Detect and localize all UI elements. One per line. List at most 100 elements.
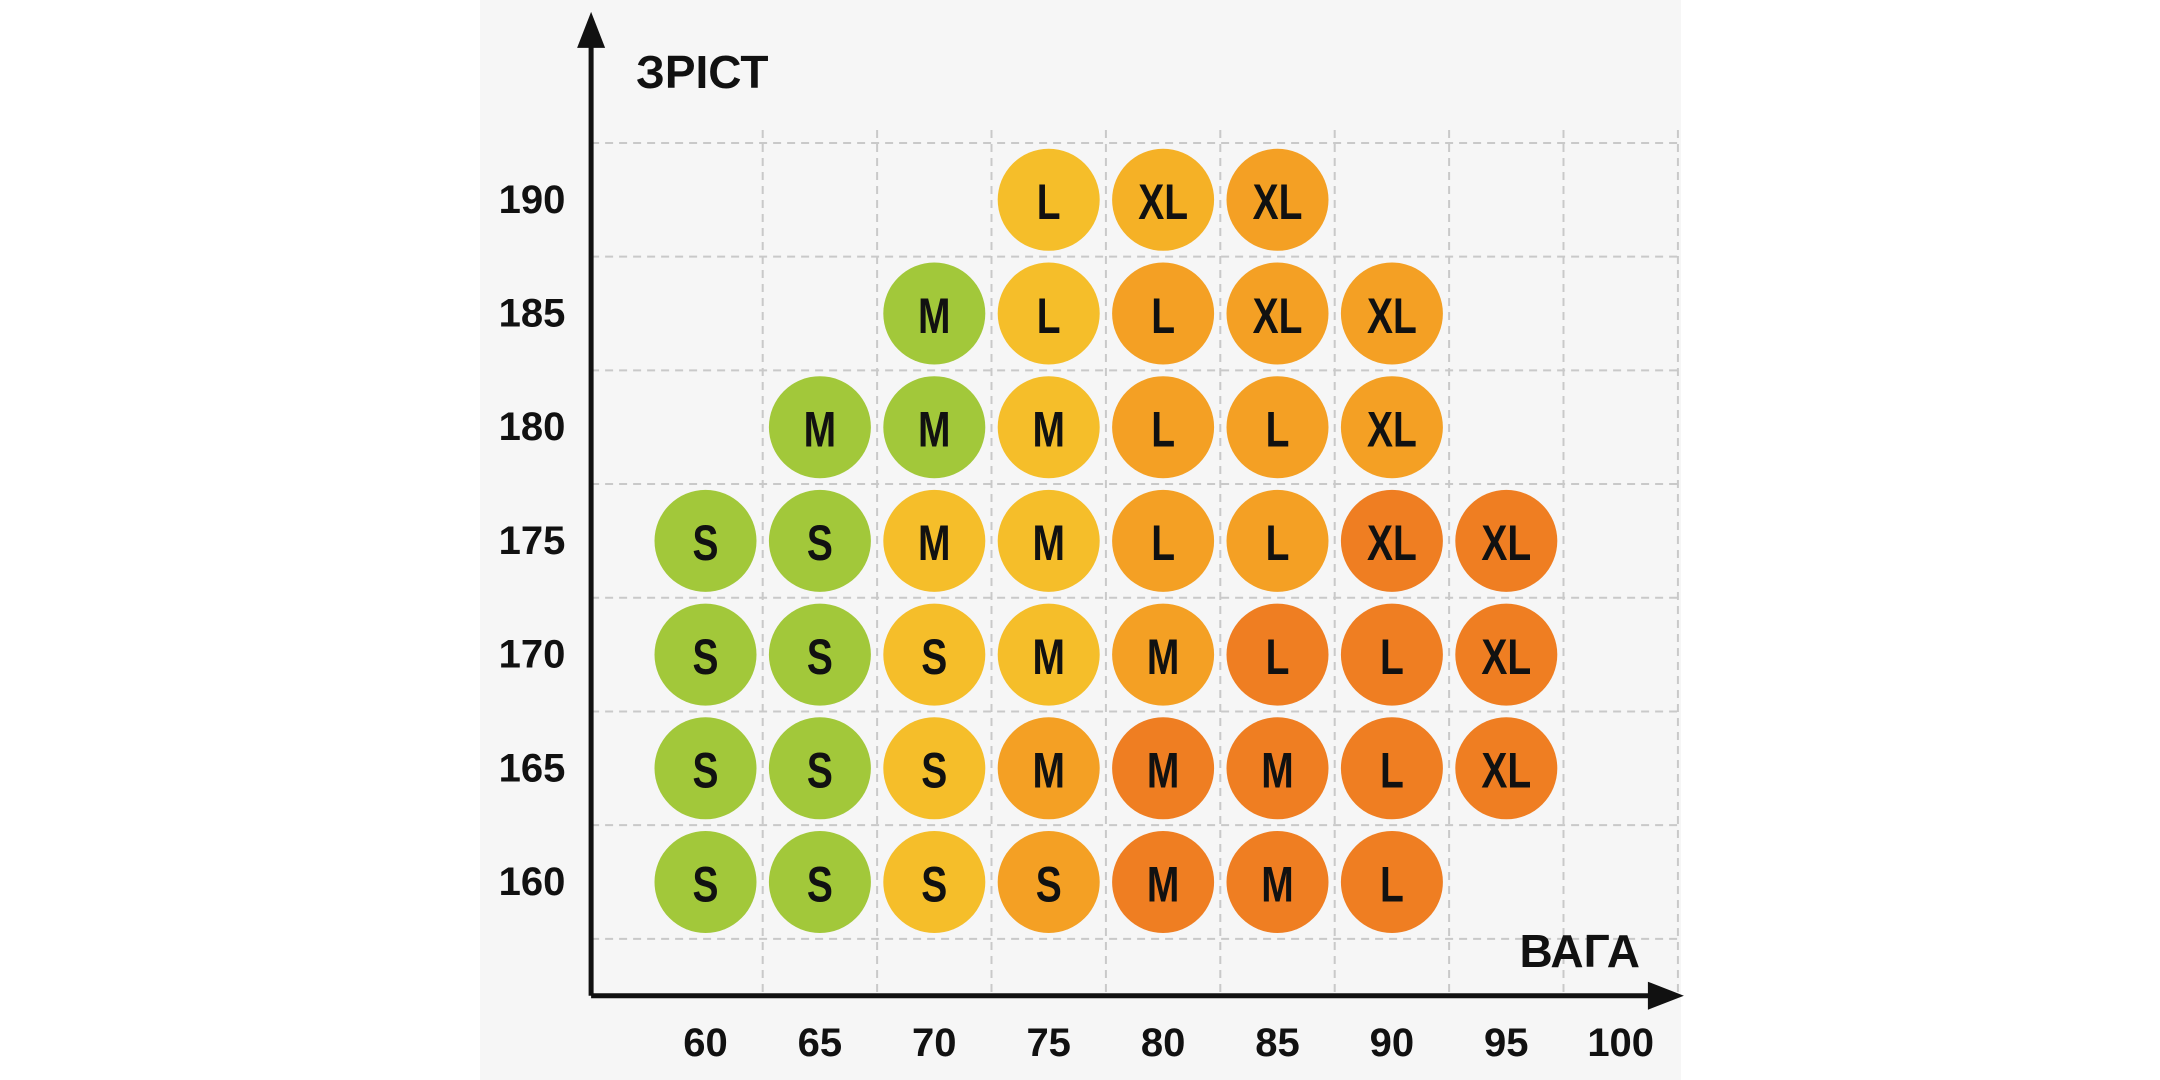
size-label: S	[807, 856, 833, 913]
y-tick-label: 190	[499, 178, 566, 222]
size-point	[1340, 262, 1443, 365]
size-label: L	[1380, 856, 1404, 913]
size-label: L	[1380, 628, 1404, 685]
y-tick-label: 175	[499, 519, 566, 563]
size-point	[997, 376, 1100, 479]
size-point	[997, 489, 1100, 592]
size-label: M	[918, 401, 950, 458]
x-tick-label: 70	[912, 1021, 957, 1065]
size-point	[1340, 489, 1443, 592]
x-tick-label: 60	[683, 1021, 728, 1065]
size-label: M	[1147, 742, 1179, 799]
size-point	[1226, 376, 1329, 479]
size-label: S	[807, 514, 833, 571]
y-axis-title: ЗРІСТ	[636, 46, 768, 98]
size-label: M	[1032, 628, 1064, 685]
size-label: XL	[1367, 401, 1417, 458]
size-label: L	[1151, 401, 1175, 458]
size-point	[883, 603, 986, 706]
x-tick-label: 100	[1587, 1021, 1654, 1065]
x-axis-arrow	[1647, 981, 1684, 1010]
size-label: L	[1266, 628, 1290, 685]
size-label: XL	[1138, 173, 1188, 230]
size-label: M	[918, 287, 950, 344]
x-axis-title: ВАГА	[1519, 925, 1640, 977]
grid	[591, 130, 1681, 996]
y-tick-label: 160	[499, 860, 566, 904]
size-point	[1455, 717, 1558, 820]
size-label: M	[1261, 742, 1293, 799]
size-label: M	[1032, 742, 1064, 799]
x-tick-label: 85	[1255, 1021, 1300, 1065]
size-point	[1340, 376, 1443, 479]
axes: 60 65 70 75 80 85 90 95 100 160 165 170 175 180 185 190	[499, 11, 1684, 1065]
size-label: S	[692, 856, 718, 913]
size-label: L	[1037, 287, 1061, 344]
size-point	[883, 376, 986, 479]
size-point	[768, 603, 871, 706]
y-tick-label: 165	[499, 746, 566, 790]
size-point	[1112, 148, 1215, 251]
size-point	[654, 717, 757, 820]
size-point	[1226, 831, 1329, 933]
size-label: XL	[1367, 514, 1417, 571]
size-point	[768, 831, 871, 933]
y-tick-label: 180	[499, 405, 566, 449]
size-label: XL	[1253, 287, 1303, 344]
size-point	[883, 831, 986, 933]
x-tick-label: 90	[1370, 1021, 1415, 1065]
size-label: XL	[1481, 742, 1531, 799]
size-label: S	[921, 742, 947, 799]
size-point	[883, 489, 986, 592]
size-label: L	[1151, 514, 1175, 571]
size-point	[997, 262, 1100, 365]
size-point	[997, 831, 1100, 933]
size-point	[1455, 489, 1558, 592]
size-point	[997, 603, 1100, 706]
y-tick-label: 185	[499, 292, 566, 336]
size-label: S	[807, 628, 833, 685]
size-point	[768, 489, 871, 592]
size-label: XL	[1253, 173, 1303, 230]
y-tick-label: 170	[499, 633, 566, 677]
size-point	[997, 148, 1100, 251]
size-label: S	[1036, 856, 1062, 913]
size-point	[1340, 717, 1443, 820]
size-point	[654, 603, 757, 706]
x-tick-label: 80	[1141, 1021, 1186, 1065]
size-label: L	[1037, 173, 1061, 230]
x-tick-label: 65	[798, 1021, 843, 1065]
size-label: M	[804, 401, 836, 458]
size-label: XL	[1367, 287, 1417, 344]
size-point	[1112, 717, 1215, 820]
size-label: M	[1147, 856, 1179, 913]
size-point	[654, 489, 757, 592]
size-label: M	[1032, 401, 1064, 458]
size-point	[1112, 489, 1215, 592]
size-point	[1112, 603, 1215, 706]
size-label: M	[918, 514, 950, 571]
size-point	[1112, 831, 1215, 933]
size-label: M	[1147, 628, 1179, 685]
size-point	[883, 717, 986, 820]
marks: L XL XLM L L XL XLM M M L L XLS S M M L L XL XLS S S M M L L XLS S…	[654, 148, 1558, 933]
size-label: S	[807, 742, 833, 799]
size-label: S	[921, 856, 947, 913]
size-point	[768, 376, 871, 479]
size-label: M	[1032, 514, 1064, 571]
size-label: L	[1380, 742, 1404, 799]
size-label: S	[921, 628, 947, 685]
size-label: S	[692, 628, 718, 685]
x-tick-label: 95	[1484, 1021, 1529, 1065]
size-point	[768, 717, 871, 820]
size-label: XL	[1481, 514, 1531, 571]
size-label: M	[1261, 856, 1293, 913]
size-label: XL	[1481, 628, 1531, 685]
size-point	[1455, 603, 1558, 706]
size-point	[1112, 262, 1215, 365]
size-point	[1226, 489, 1329, 592]
size-point	[654, 831, 757, 933]
size-point	[1112, 376, 1215, 479]
